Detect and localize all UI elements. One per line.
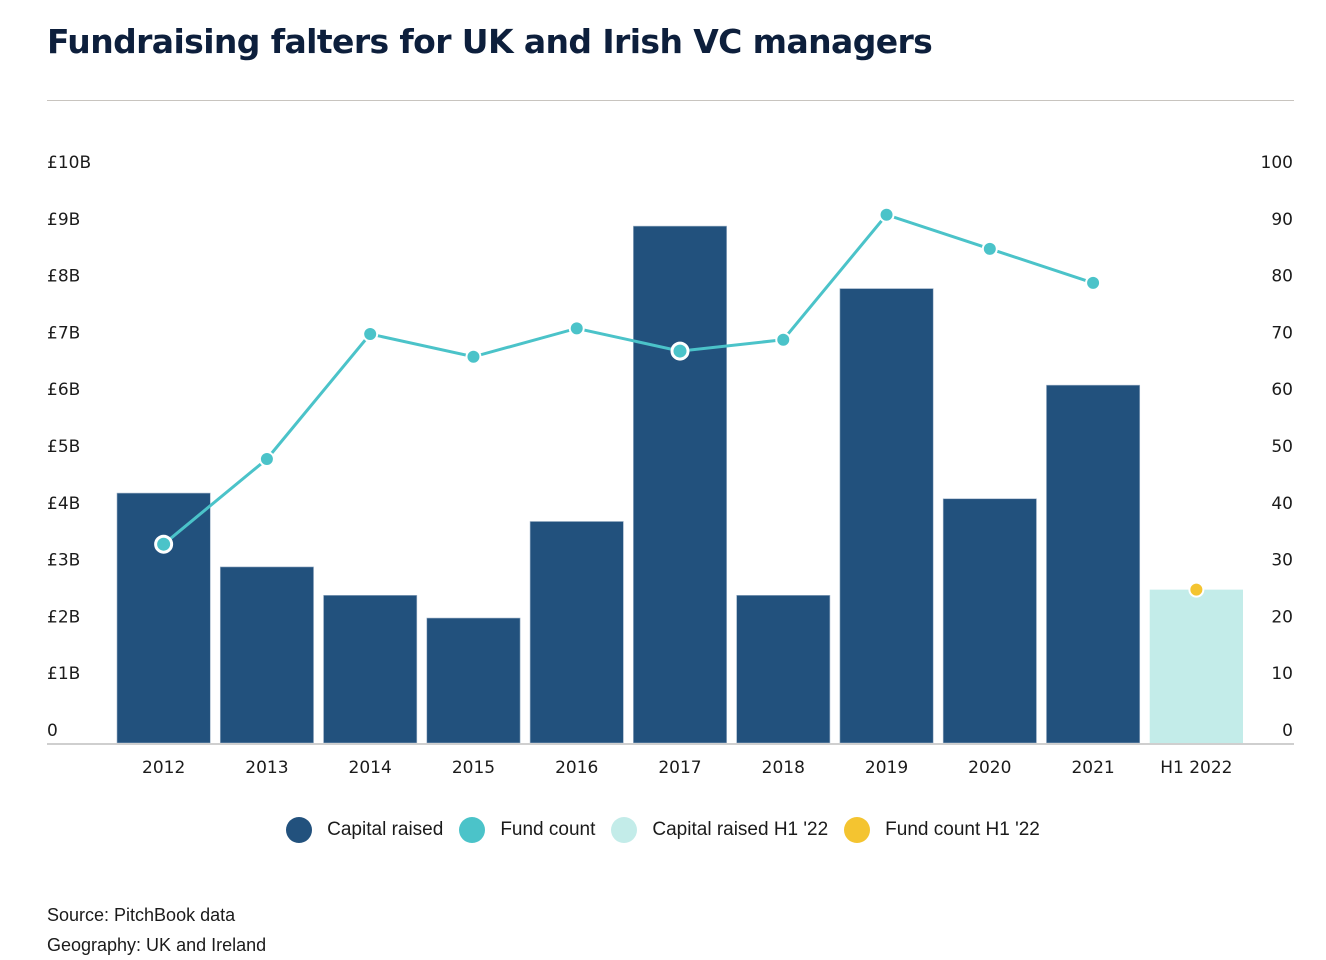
y-right-tick-label: 90 xyxy=(1271,210,1293,230)
bar-capital-raised xyxy=(1046,384,1141,744)
legend-item-fund-count-h1: Fund count H1 '22 xyxy=(844,817,1040,843)
y-right-tick-label: 100 xyxy=(1261,153,1293,173)
bar-capital-raised xyxy=(529,521,624,744)
y-right-tick-label: 80 xyxy=(1271,267,1293,287)
y-axis-left: 0 £1B £2B £3B £4B £5B £6B £7B £8B £9B £10B xyxy=(47,153,91,741)
bar-capital-raised xyxy=(426,617,521,744)
y-left-tick-label: £10B xyxy=(47,153,91,173)
chart-title: Fundraising falters for UK and Irish VC … xyxy=(47,22,933,61)
y-left-tick-label: £4B xyxy=(47,494,80,514)
x-tick-label: 2018 xyxy=(762,758,805,778)
y-left-tick-label: £6B xyxy=(47,380,80,400)
fund-count-point xyxy=(258,451,275,467)
fund-count-point xyxy=(362,326,379,343)
legend-label: Capital raised H1 '22 xyxy=(652,819,829,840)
bar-capital-raised xyxy=(736,595,831,744)
y-right-tick-label: 70 xyxy=(1271,323,1293,343)
y-right-tick-label: 10 xyxy=(1271,664,1293,684)
y-left-tick-label: £2B xyxy=(47,607,80,627)
x-tick-label: 2014 xyxy=(349,758,392,778)
legend-swatch-icon xyxy=(459,817,486,843)
y-left-tick-label: £7B xyxy=(47,323,80,343)
bar-capital-raised-h1 xyxy=(1149,589,1243,743)
y-right-tick-label: 60 xyxy=(1271,380,1293,400)
fund-count-point xyxy=(670,341,690,361)
y-left-tick-label: £1B xyxy=(47,664,80,684)
fund-count-point xyxy=(154,534,174,554)
x-tick-label: 2015 xyxy=(452,758,495,778)
x-tick-label: 2017 xyxy=(658,758,701,778)
fund-count-h1-point xyxy=(1188,581,1205,598)
fund-count-point xyxy=(1085,274,1102,291)
y-left-tick-label: £5B xyxy=(47,437,80,457)
geography-note: Geography: UK and Ireland xyxy=(47,935,267,955)
x-tick-label: 2020 xyxy=(968,758,1011,778)
x-tick-label: H1 2022 xyxy=(1160,758,1232,778)
fund-count-point xyxy=(568,320,585,337)
bar-capital-raised xyxy=(116,492,211,744)
y-left-tick-label: £9B xyxy=(47,210,80,230)
y-axis-right: 0 10 20 30 40 50 60 70 80 90 100 xyxy=(1261,153,1293,741)
bar-capital-raised xyxy=(839,288,934,744)
legend-label: Capital raised xyxy=(327,819,444,840)
x-tick-label: 2016 xyxy=(555,758,598,778)
y-right-tick-label: 30 xyxy=(1271,551,1293,571)
footer: Source: PitchBook data Geography: UK and… xyxy=(47,900,266,960)
source-note: Source: PitchBook data xyxy=(47,905,236,925)
legend-swatch-icon xyxy=(611,817,638,843)
fund-count-point xyxy=(981,240,998,257)
y-right-tick-label: 40 xyxy=(1271,494,1293,514)
legend-label: Fund count H1 '22 xyxy=(885,819,1040,840)
bar-capital-raised xyxy=(219,566,314,744)
bar-capital-raised xyxy=(942,498,1037,744)
y-right-tick-label: 50 xyxy=(1271,437,1293,457)
fund-count-point xyxy=(775,331,792,348)
legend-label: Fund count xyxy=(500,819,596,840)
y-left-tick-label: £3B xyxy=(47,551,80,571)
fund-count-point xyxy=(465,348,482,365)
y-right-tick-label: 20 xyxy=(1271,607,1293,627)
bar-capital-raised xyxy=(323,595,418,744)
bars xyxy=(116,225,1243,744)
bar-capital-raised xyxy=(633,225,727,744)
fund-count-point xyxy=(878,206,895,223)
combo-chart: 0 £1B £2B £3B £4B £5B £6B £7B £8B £9B £10B 0 10 20 30… xyxy=(47,153,1294,778)
x-tick-label: 2019 xyxy=(865,758,908,778)
x-axis: 2012 2013 2014 2015 2016 2017 2018 2019 2020 2021… xyxy=(142,758,1233,778)
x-tick-label: 2012 xyxy=(142,758,185,778)
x-tick-label: 2013 xyxy=(245,758,288,778)
x-tick-label: 2021 xyxy=(1071,758,1114,778)
y-left-tick-label: 0 xyxy=(47,721,58,741)
y-right-tick-label: 0 xyxy=(1282,721,1293,741)
fund-count-line xyxy=(162,213,1094,546)
y-left-tick-label: £8B xyxy=(47,267,80,287)
legend-swatch-icon xyxy=(286,817,313,843)
title-divider xyxy=(47,100,1294,101)
fund-count-line-layer xyxy=(154,206,1205,598)
legend-item-capital-raised: Capital raised xyxy=(286,817,443,843)
legend-item-fund-count: Fund count xyxy=(459,817,595,843)
legend: Capital raised Fund count Capital raised… xyxy=(0,817,1326,843)
legend-swatch-icon xyxy=(844,817,871,843)
legend-item-capital-raised-h1: Capital raised H1 '22 xyxy=(611,817,828,843)
